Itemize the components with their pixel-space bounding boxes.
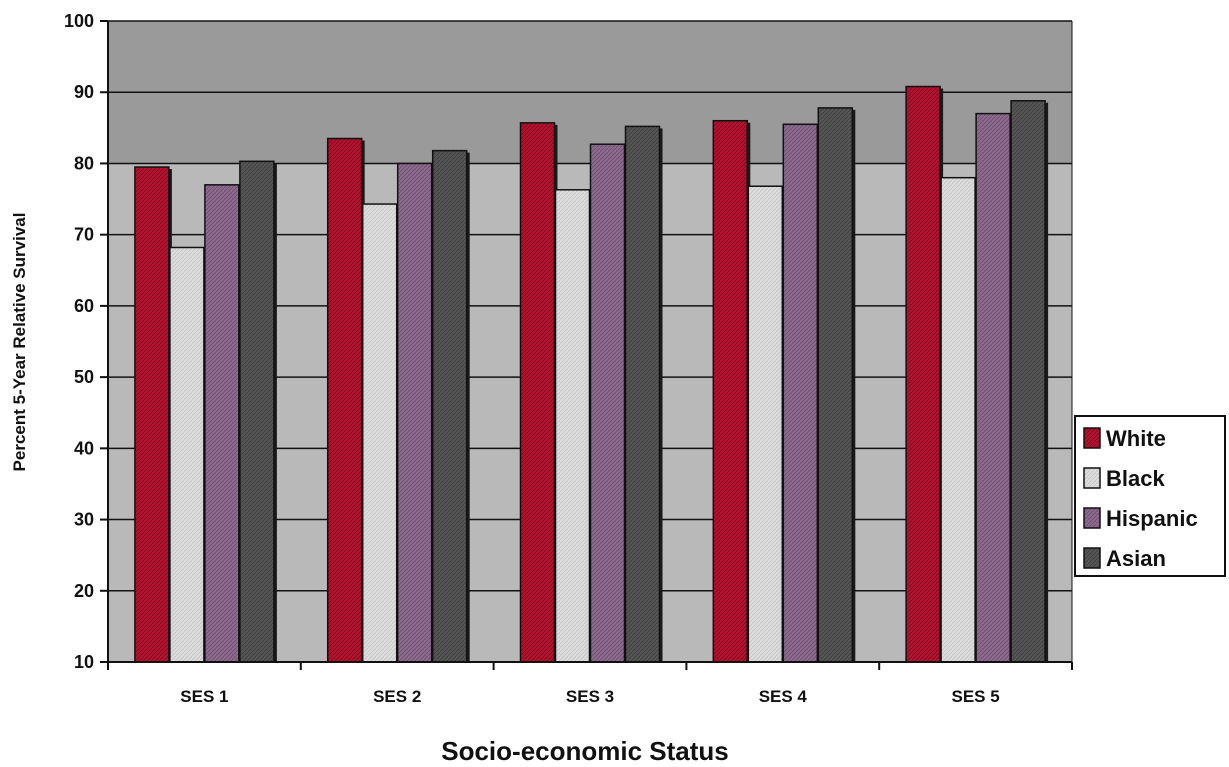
bar-shadow — [659, 128, 663, 663]
legend-swatch-black — [1083, 467, 1101, 489]
bar-hispanic-ses-3 — [589, 143, 626, 663]
bar-shadow — [1045, 102, 1049, 662]
legend-swatch-hispanic — [1083, 507, 1101, 529]
bar-black-ses-4 — [747, 185, 784, 663]
y-axis-title: Percent 5-Year Relative Survival — [10, 213, 29, 472]
bar-asian-ses-2 — [431, 149, 468, 663]
bar-hispanic-ses-2 — [396, 162, 433, 663]
y-tick-label: 30 — [74, 510, 94, 530]
bar-black-ses-3 — [554, 189, 591, 663]
legend-swatch-asian — [1083, 547, 1101, 569]
x-category-label: SES 5 — [951, 687, 999, 706]
y-tick-label: 60 — [74, 296, 94, 316]
y-tick-label: 100 — [64, 11, 94, 31]
bar-asian-ses-3 — [624, 125, 661, 663]
bar-black-ses-2 — [361, 203, 398, 663]
bar-hispanic-ses-1 — [204, 184, 240, 663]
legend-swatch-white — [1083, 427, 1101, 449]
y-tick-label: 90 — [74, 82, 94, 102]
bar-black-ses-5 — [940, 176, 976, 663]
x-category-labels: SES 1 SES 2 SES 3 SES 4 SES 5 — [180, 687, 999, 706]
bar-shadow — [852, 109, 856, 662]
legend: White Black Hispanic Asian — [1074, 415, 1226, 577]
legend-label-asian: Asian — [1106, 546, 1166, 571]
bar-asian-ses-4 — [817, 107, 854, 663]
y-tick-label: 10 — [74, 652, 94, 672]
bar-white-ses-2 — [326, 137, 363, 663]
bar-hispanic-ses-4 — [782, 123, 819, 663]
legend-label-white: White — [1106, 426, 1166, 451]
x-category-label: SES 1 — [180, 687, 228, 706]
x-category-label: SES 3 — [566, 687, 614, 706]
x-axis-title: Socio-economic Status — [441, 736, 729, 766]
legend-label-hispanic: Hispanic — [1106, 506, 1198, 531]
y-tick-label: 70 — [74, 225, 94, 245]
bar-asian-ses-1 — [239, 160, 275, 663]
bar-shadow — [273, 163, 277, 662]
bar-black-ses-1 — [169, 246, 205, 663]
bars-layer — [134, 85, 1049, 663]
y-tick-label: 40 — [74, 438, 94, 458]
bar-white-ses-1 — [134, 166, 170, 663]
bar-white-ses-3 — [519, 122, 556, 663]
y-tick-labels: 10 20 30 40 50 60 70 80 90 100 — [64, 11, 94, 672]
x-category-label: SES 4 — [759, 687, 808, 706]
axes — [100, 20, 1073, 670]
bar-hispanic-ses-5 — [975, 112, 1011, 663]
y-tick-label: 80 — [74, 153, 94, 173]
bar-asian-ses-5 — [1010, 100, 1046, 663]
legend-label-black: Black — [1106, 466, 1165, 491]
y-tick-label: 20 — [74, 581, 94, 601]
bar-white-ses-5 — [905, 85, 941, 663]
x-category-label: SES 2 — [373, 687, 421, 706]
bar-shadow — [466, 152, 470, 662]
bar-white-ses-4 — [712, 119, 749, 663]
y-tick-label: 50 — [74, 367, 94, 387]
